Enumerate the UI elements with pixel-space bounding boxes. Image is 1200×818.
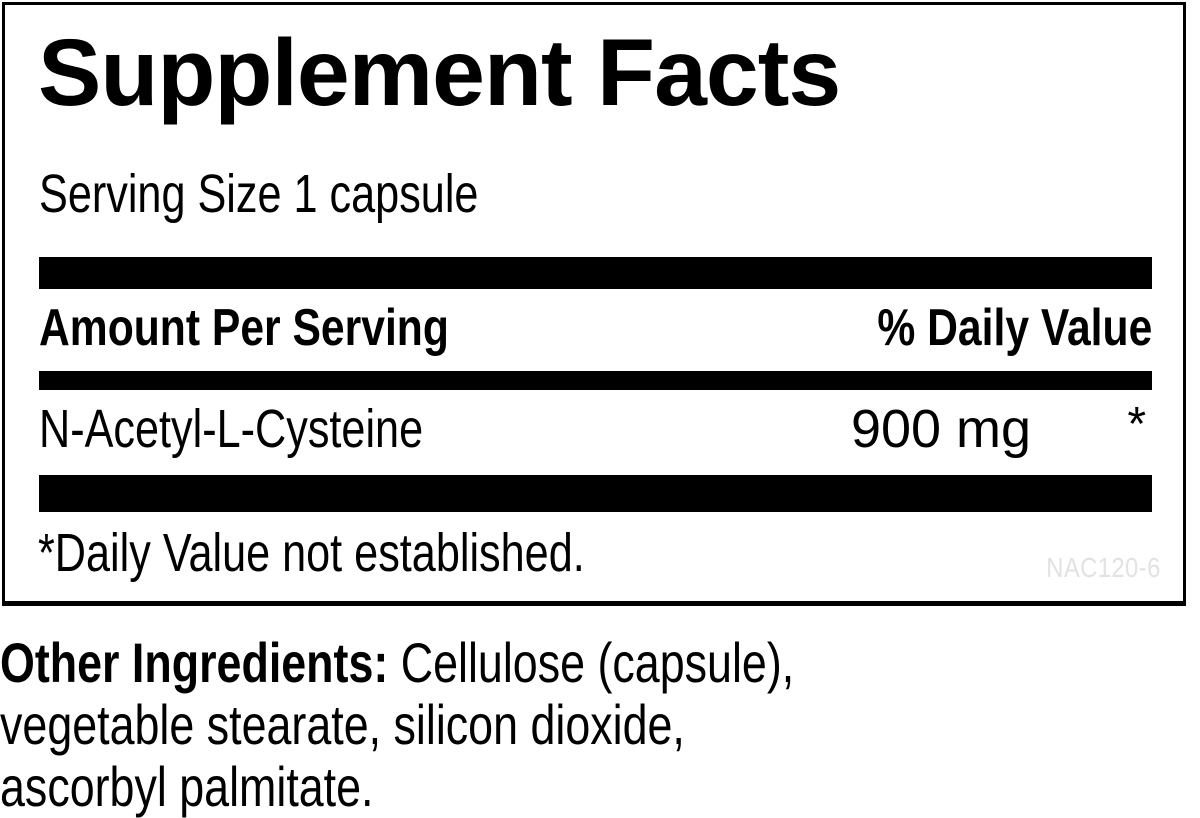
divider-rule-thick-bottom	[39, 475, 1152, 512]
divider-rule-thin	[39, 371, 1152, 390]
panel-inner: Supplement Facts Serving Size 1 capsule …	[5, 5, 1183, 601]
column-header-amount-per-serving: Amount Per Serving	[39, 299, 449, 357]
nutrient-name: N-Acetyl-L-Cysteine	[39, 399, 424, 459]
daily-value-footnote: *Daily Value not established.	[38, 523, 585, 583]
other-ingredients-label: Other Ingredients:	[0, 631, 389, 694]
nutrient-daily-value: *	[1127, 398, 1146, 451]
panel-title: Supplement Facts	[38, 20, 841, 126]
table-header-row: Amount Per Serving % Daily Value	[39, 299, 1152, 361]
other-ingredients-text: Cellulose (capsule), vegetable stearate,…	[0, 631, 795, 818]
table-row: N-Acetyl-L-Cysteine 900 mg *	[39, 398, 1152, 465]
serving-size-text: Serving Size 1 capsule	[39, 164, 479, 224]
other-ingredients-block: Other Ingredients: Cellulose (capsule), …	[0, 632, 864, 818]
divider-rule-thick-top	[39, 257, 1152, 289]
column-header-daily-value: % Daily Value	[877, 299, 1152, 357]
product-code: NAC120-6	[1046, 552, 1161, 583]
nutrient-amount: 900 mg	[850, 399, 1032, 459]
supplement-facts-panel: Supplement Facts Serving Size 1 capsule …	[2, 2, 1186, 606]
